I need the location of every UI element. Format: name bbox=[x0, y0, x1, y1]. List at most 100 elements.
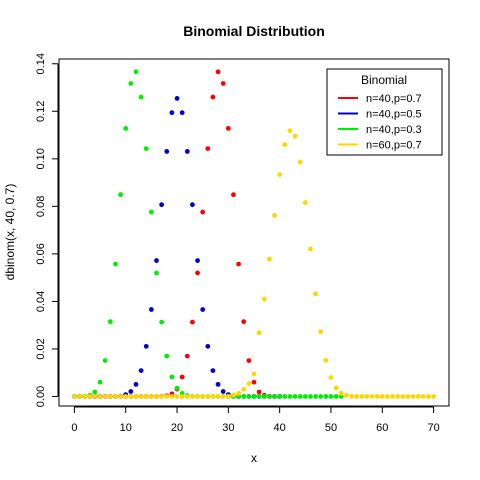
chart-title: Binomial Distribution bbox=[183, 23, 325, 39]
data-point bbox=[128, 394, 134, 399]
data-point bbox=[282, 394, 288, 399]
data-point bbox=[328, 375, 334, 380]
data-point bbox=[82, 394, 88, 399]
data-point bbox=[102, 394, 108, 399]
data-point bbox=[426, 394, 431, 399]
data-point bbox=[200, 394, 206, 399]
data-point bbox=[169, 110, 175, 116]
data-point bbox=[215, 394, 221, 399]
data-point bbox=[328, 394, 334, 399]
x-tick-label: 60 bbox=[376, 422, 388, 434]
data-point bbox=[333, 385, 339, 391]
data-point bbox=[164, 149, 170, 154]
x-axis: 0 10 20 30 40 50 60 70 bbox=[71, 406, 440, 434]
data-point bbox=[97, 394, 103, 399]
data-point bbox=[241, 319, 247, 325]
data-point bbox=[420, 394, 426, 399]
data-point bbox=[195, 258, 200, 263]
data-point bbox=[359, 394, 365, 399]
data-point bbox=[133, 394, 139, 399]
data-point bbox=[292, 394, 298, 399]
data-point bbox=[205, 343, 211, 349]
data-point bbox=[241, 386, 247, 392]
data-points bbox=[71, 69, 437, 399]
data-point bbox=[261, 296, 267, 302]
data-point bbox=[313, 394, 318, 399]
data-point bbox=[215, 381, 221, 387]
data-point bbox=[215, 69, 221, 75]
data-point bbox=[256, 330, 262, 336]
data-point bbox=[272, 394, 277, 399]
data-point bbox=[154, 270, 159, 276]
data-point bbox=[143, 343, 149, 349]
x-tick-label: 50 bbox=[325, 422, 337, 434]
data-point bbox=[118, 192, 123, 198]
data-point bbox=[415, 394, 421, 399]
x-tick-label: 30 bbox=[222, 422, 234, 434]
data-point bbox=[118, 394, 123, 399]
data-point bbox=[195, 270, 200, 276]
data-point bbox=[190, 319, 195, 325]
data-point bbox=[410, 394, 416, 399]
data-point bbox=[113, 394, 118, 399]
data-point bbox=[159, 202, 165, 208]
data-point bbox=[277, 172, 283, 177]
data-point bbox=[282, 142, 288, 147]
data-point bbox=[102, 358, 108, 363]
data-point bbox=[210, 94, 216, 100]
data-point bbox=[179, 374, 185, 380]
y-tick-label: 0.00 bbox=[35, 386, 47, 407]
data-point bbox=[241, 394, 247, 399]
data-point bbox=[190, 202, 195, 208]
data-point bbox=[179, 394, 185, 399]
data-point bbox=[169, 394, 175, 399]
x-tick-label: 20 bbox=[171, 422, 183, 434]
data-point bbox=[87, 394, 93, 399]
data-point bbox=[164, 353, 170, 359]
data-point bbox=[246, 381, 252, 387]
data-point bbox=[287, 128, 293, 134]
data-point bbox=[200, 307, 206, 312]
data-point bbox=[272, 212, 277, 218]
data-point bbox=[148, 307, 154, 312]
data-point bbox=[395, 394, 401, 399]
legend-label: n=60,p=0.7 bbox=[366, 140, 422, 152]
data-point bbox=[261, 394, 267, 399]
data-point bbox=[138, 94, 144, 100]
data-point bbox=[379, 394, 385, 399]
data-point bbox=[385, 394, 390, 399]
data-point bbox=[236, 391, 242, 396]
legend-item: n=40,p=0.7 bbox=[338, 93, 422, 105]
x-tick-label: 10 bbox=[120, 422, 132, 434]
data-point bbox=[123, 394, 129, 399]
data-point bbox=[154, 258, 159, 263]
legend-item: n=40,p=0.3 bbox=[338, 124, 422, 136]
x-tick-label: 0 bbox=[71, 422, 77, 434]
data-point bbox=[364, 394, 370, 399]
y-tick-label: 0.12 bbox=[35, 101, 47, 122]
data-point bbox=[256, 389, 262, 395]
data-point bbox=[210, 368, 216, 373]
data-point bbox=[313, 291, 318, 297]
x-axis-label: x bbox=[251, 451, 257, 465]
y-tick-label: 0.04 bbox=[35, 291, 47, 312]
data-point bbox=[292, 133, 298, 139]
data-point bbox=[143, 146, 149, 152]
data-point bbox=[308, 246, 313, 252]
data-point bbox=[138, 368, 144, 373]
legend-label: n=40,p=0.3 bbox=[366, 124, 422, 136]
data-point bbox=[159, 319, 165, 325]
data-point bbox=[251, 379, 257, 385]
data-point bbox=[138, 394, 144, 399]
data-point bbox=[195, 394, 200, 399]
legend-box bbox=[326, 68, 443, 156]
data-point bbox=[287, 394, 293, 399]
data-point bbox=[343, 392, 349, 398]
data-point bbox=[205, 394, 211, 399]
data-point bbox=[113, 261, 118, 267]
data-point bbox=[354, 394, 360, 399]
legend: Binomial n=40,p=0.7 n=40,p=0.5 n=40,p=0.3 n… bbox=[326, 68, 443, 156]
data-point bbox=[159, 394, 165, 399]
legend-title: Binomial bbox=[361, 73, 407, 87]
